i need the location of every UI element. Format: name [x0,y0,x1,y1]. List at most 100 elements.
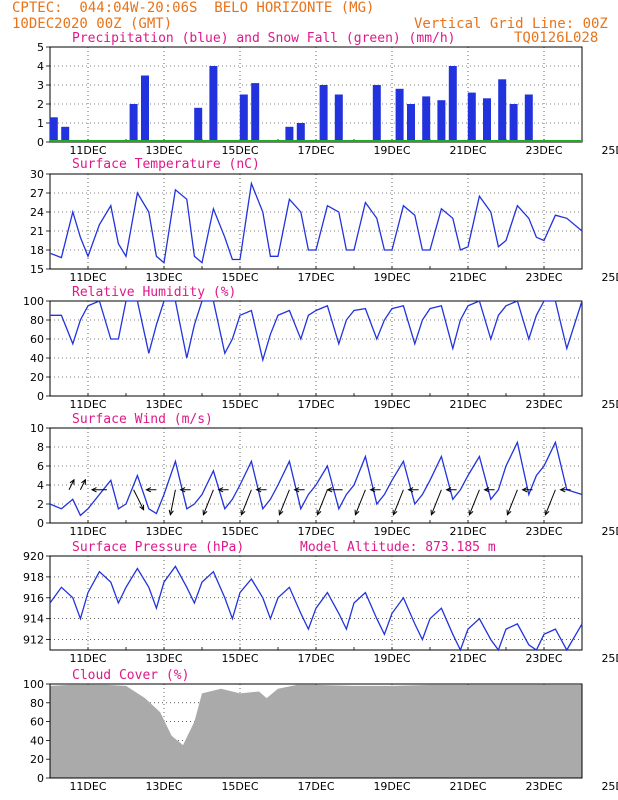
wind-arrow-head [483,487,490,493]
cloud-title: Cloud Cover (%) [72,668,189,683]
temp-title: Surface Temperature (nC) [72,157,260,172]
temp-ytick-label: 21 [30,225,44,238]
wind-arrow-head [559,487,566,493]
wind-xtick-label: 13DEC [145,525,182,538]
pres-ytick-label: 918 [23,571,44,584]
wind-arrow [354,489,366,515]
cloud-ytick-label: 100 [23,678,44,691]
precip-ytick-label: 3 [37,79,44,92]
wind-arrow [316,489,328,515]
header-line1: CPTEC: 044:04W-20:06S BELO HORIZONTE (MG… [12,0,375,16]
pres-panel: 11DEC 13DEC 15DEC 17DEC 19DEC 21DEC 23DEC 25DEC… [23,540,618,665]
wind-arrow [79,479,86,490]
temp-xtick-label: 19DEC [373,271,410,284]
cloud-ytick-label: 60 [30,716,44,729]
pres-xtick-label: 19DEC [373,652,410,665]
wind-xtick-label: 25DEC [601,525,618,538]
cloud-xtick-label: 15DEC [221,780,258,793]
cloud-xtick-label: 11DEC [69,780,106,793]
wind-arrow-head [202,509,208,516]
cloud-frame-top [49,683,583,779]
wind-arrow [202,489,214,515]
wind-arrow [240,489,252,515]
wind-ytick-label: 4 [37,479,44,492]
wind-arrow [392,489,404,515]
wind-xtick-label: 17DEC [297,525,334,538]
cloud-ytick-label: 40 [30,734,44,747]
header-date: 10DEC2020 00Z (GMT) [12,16,173,32]
rh-xtick-label: 11DEC [69,398,106,411]
pres-subtitle: Model Altitude: 873.185 m [300,540,496,555]
pres-ytick-label: 916 [23,592,44,605]
wind-arrow-head [369,487,376,493]
precip-xtick-label: 13DEC [145,144,182,157]
wind-arrow-head [392,509,398,516]
wind-arrow [169,489,176,515]
wind-arrow-head [69,478,75,485]
pres-title: Surface Pressure (hPa) [72,540,244,555]
precip-bar [239,94,248,142]
wind-title: Surface Wind (m/s) [72,412,213,427]
wind-arrow-head [240,509,246,516]
temp-ytick-label: 15 [30,263,44,276]
header-model-id: TQ0126L028 [514,30,599,46]
precip-bar [61,126,70,142]
rh-ytick-label: 20 [30,371,44,384]
rh-xtick-label: 15DEC [221,398,258,411]
pres-series-line [49,565,583,652]
wind-arrow-head [354,509,360,516]
precip-bar [285,126,294,142]
pres-frame [49,555,583,651]
wind-arrow-head [145,487,152,493]
precip-bar [448,66,457,142]
precip-xtick-label: 17DEC [297,144,334,157]
temp-xtick-label: 21DEC [449,271,486,284]
rh-xtick-label: 23DEC [525,398,562,411]
pres-xtick-label: 23DEC [525,652,562,665]
rh-ytick-label: 80 [30,314,44,327]
wind-arrow-head [430,509,436,516]
temp-ytick-label: 30 [30,168,44,181]
wind-arrow-head [293,487,300,493]
wind-arrow [506,489,518,515]
precip-bar [422,96,431,142]
wind-ytick-label: 2 [37,498,44,511]
temp-ytick-label: 24 [30,206,44,219]
pres-ytick-label: 920 [23,550,44,563]
rh-ytick-label: 60 [30,333,44,346]
pres-xtick-label: 25DEC [601,652,618,665]
precip-ytick-label: 4 [37,60,44,73]
pres-xtick-label: 13DEC [145,652,182,665]
temp-xtick-label: 25DEC [601,271,618,284]
wind-arrow-head [179,487,186,493]
precip-bar [395,88,404,142]
precip-bar [209,66,218,142]
precip-bar [141,75,149,142]
wind-arrow [544,489,556,515]
pres-xtick-label: 15DEC [221,652,258,665]
temp-xtick-label: 23DEC [525,271,562,284]
rh-xtick-label: 17DEC [297,398,334,411]
wind-arrow [133,489,145,510]
precip-ytick-label: 2 [37,98,44,111]
temp-xtick-label: 13DEC [145,271,182,284]
rh-series-line [50,300,583,363]
pres-xtick-label: 11DEC [69,652,106,665]
wind-xtick-label: 11DEC [69,525,106,538]
rh-ytick-label: 40 [30,352,44,365]
wind-arrow-head [316,509,322,516]
temp-ytick-label: 18 [30,244,44,257]
pres-xtick-label: 21DEC [449,652,486,665]
rh-xtick-label: 13DEC [145,398,182,411]
wind-arrow-head [445,487,452,493]
precip-xtick-label: 15DEC [221,144,258,157]
wind-arrow-head [168,509,174,516]
precip-bar [437,100,446,142]
precip-panel: 11DEC 13DEC 15DEC 17DEC 19DEC 21DEC 23DEC 25DEC… [37,31,618,157]
cloud-area [50,684,582,778]
precip-ytick-label: 5 [37,41,44,54]
precip-bar [194,107,203,142]
wind-arrow-head [255,487,262,493]
precip-bar [467,92,476,142]
